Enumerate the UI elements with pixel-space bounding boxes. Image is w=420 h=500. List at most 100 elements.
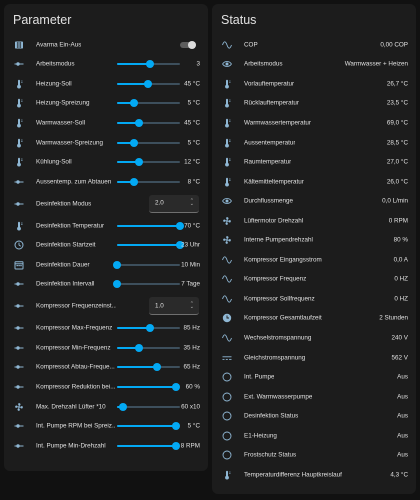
slider-thumb[interactable] [135, 118, 144, 127]
sine-wave-icon [222, 294, 232, 304]
status-row[interactable]: Rücklauftemperatur 23,5 °C [212, 94, 416, 114]
slider-thumb[interactable] [145, 60, 154, 69]
status-row[interactable]: Kompressor Frequenz 0 HZ [212, 270, 416, 290]
status-row[interactable]: Gleichstromspannung 562 V [212, 348, 416, 368]
slider-track [117, 283, 180, 286]
parameter-slider[interactable] [117, 138, 180, 148]
parameter-slider[interactable] [117, 421, 180, 431]
slider-thumb[interactable] [130, 177, 138, 186]
toggle-knob [188, 40, 196, 49]
parameter-label: Int. Pumpe Min-Drehzahl [36, 442, 106, 450]
status-row[interactable]: Arbeitsmodus Warmwasser + Heizen [212, 55, 416, 75]
slider-track [117, 102, 180, 105]
status-row[interactable]: Frostschutz Status Aus [212, 445, 416, 465]
select-value: 2.0 [155, 199, 164, 207]
status-row[interactable]: Int. Pumpe Aus [212, 367, 416, 387]
status-row[interactable]: Kältemitteltemperatur 26,0 °C [212, 172, 416, 192]
power-toggle[interactable] [180, 40, 196, 49]
parameter-slider[interactable] [117, 362, 180, 372]
slider-thumb[interactable] [145, 324, 154, 333]
parameter-slider[interactable] [113, 260, 180, 270]
sine-wave-icon [222, 255, 232, 265]
parameter-row: Heizung-Soll 45 °C [4, 74, 208, 94]
parameter-value: 10 Min [181, 261, 200, 269]
status-value: Aus [397, 412, 408, 420]
status-label: Gleichstromspannung [244, 354, 306, 362]
parameter-slider[interactable] [117, 323, 180, 333]
parameter-slider[interactable] [117, 98, 180, 108]
status-row[interactable]: Durchflussmenge 0,0 L/min [212, 191, 416, 211]
slider-thumb[interactable] [135, 343, 144, 352]
status-value: 0 RPM [388, 217, 408, 225]
slider-thumb[interactable] [113, 280, 121, 289]
select-value: 1.0 [155, 302, 164, 310]
status-row[interactable]: Raumtemperatur 27,0 °C [212, 152, 416, 172]
parameter-label: Desinfektion Startzeit [36, 241, 96, 249]
parameter-slider[interactable] [113, 279, 180, 289]
slider-thumb[interactable] [130, 138, 138, 147]
parameter-row: Max. Drehzahl Lüfter *10 60 x10 [4, 397, 208, 417]
status-row[interactable]: Interne Pumpendrehzahl 80 % [212, 230, 416, 250]
status-row[interactable]: Aussentemperatur 28,5 °C [212, 133, 416, 153]
parameter-label: Int. Pumpe RPM bei Spreiz... [36, 422, 116, 430]
sine-wave-icon [222, 274, 232, 284]
parameter-slider[interactable] [117, 157, 180, 167]
slider-thumb[interactable] [113, 260, 121, 269]
status-row[interactable]: Warmwassertemperatur 69,0 °C [212, 113, 416, 133]
parameter-row: Heizung-Spreizung 5 °C [4, 94, 208, 114]
slider-thumb[interactable] [171, 422, 180, 431]
parameter-slider[interactable] [117, 59, 180, 69]
status-row[interactable]: Ext. Warmwasserpumpe Aus [212, 387, 416, 407]
circle-outline-icon [222, 372, 232, 382]
status-row[interactable]: COP 0,00 COP [212, 35, 416, 55]
slider-thumb[interactable] [143, 79, 152, 88]
status-row[interactable]: Lüftermotor Drehzahl 0 RPM [212, 211, 416, 231]
slider-thumb[interactable] [176, 221, 184, 230]
status-value: Aus [397, 373, 408, 381]
slider-thumb[interactable] [119, 402, 128, 411]
parameter-row: Desinfektion Temperatur 70 °C [4, 216, 208, 236]
status-value: Aus [397, 432, 408, 440]
status-label: Vorlauftemperatur [244, 80, 295, 88]
parameter-slider[interactable] [117, 382, 180, 392]
circle-outline-icon [222, 431, 232, 441]
slider-fill [117, 444, 176, 447]
parameter-slider[interactable] [117, 221, 184, 231]
parameter-slider[interactable] [117, 177, 180, 187]
parameter-select[interactable]: 2.0 ⌃ ⌄ [149, 194, 199, 213]
parameter-slider[interactable] [117, 402, 180, 412]
slider-thumb[interactable] [176, 241, 184, 250]
slider-thumb[interactable] [171, 441, 180, 450]
status-row[interactable]: Vorlauftemperatur 26,7 °C [212, 74, 416, 94]
parameter-row: Int. Pumpe Min-Drehzahl 8 RPM [4, 436, 208, 456]
status-row[interactable]: Kompressor Eingangsstrom 0,0 A [212, 250, 416, 270]
thermometer-icon [14, 118, 24, 128]
parameter-slider[interactable] [117, 343, 180, 353]
parameter-slider[interactable] [117, 441, 180, 451]
parameter-select[interactable]: 1.0 ⌃ ⌄ [149, 297, 199, 316]
status-value: Warmwasser + Heizen [344, 60, 408, 68]
slider-thumb[interactable] [135, 158, 144, 167]
slider-thumb[interactable] [171, 382, 180, 391]
sliders-horizontal-icon [14, 177, 24, 187]
status-row[interactable]: Temperaturdifferenz Hauptkreislauf 4,3 °C [212, 465, 416, 485]
slider-thumb[interactable] [130, 99, 138, 108]
status-label: Frostschutz Status [244, 451, 297, 459]
status-row[interactable]: Desinfektion Status Aus [212, 406, 416, 426]
slider-thumb[interactable] [152, 363, 161, 372]
parameter-row: Desinfektion Modus 2.0 ⌃ ⌄ [4, 191, 208, 216]
slider-fill [117, 366, 157, 369]
status-row[interactable]: E1-Heizung Aus [212, 426, 416, 446]
parameter-slider[interactable] [117, 240, 184, 250]
status-value: 27,0 °C [386, 158, 408, 166]
status-row[interactable]: Kompressor Sollfrequenz 0 HZ [212, 289, 416, 309]
status-row[interactable]: Kompressor Gesamtlaufzeit 2 Stunden [212, 309, 416, 329]
status-value: 28,5 °C [386, 139, 408, 146]
status-row[interactable]: Wechselstromspannung 240 V [212, 328, 416, 348]
thermometer-icon [222, 118, 232, 128]
slider-fill [117, 346, 140, 349]
parameter-slider[interactable] [117, 79, 180, 89]
parameter-slider[interactable] [117, 118, 180, 128]
slider-track [117, 141, 180, 144]
parameter-label: Arbeitsmodus [36, 60, 75, 68]
